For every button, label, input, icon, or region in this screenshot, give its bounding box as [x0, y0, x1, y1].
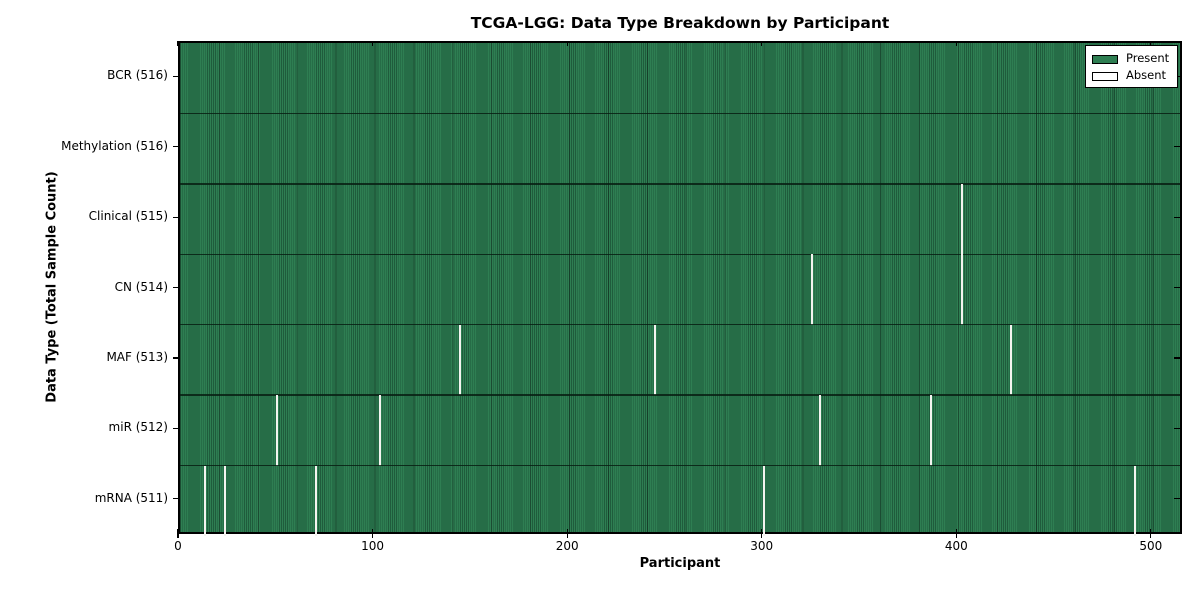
x-tick-mark-top [761, 41, 763, 46]
y-tick-label: Clinical (515) [88, 209, 168, 224]
row-boundary [180, 324, 1180, 326]
chart-title: TCGA-LGG: Data Type Breakdown by Partici… [470, 14, 890, 32]
row-boundary [180, 394, 1180, 396]
x-tick-mark-bottom [371, 529, 374, 538]
present-swatch [1092, 54, 1118, 64]
x-tick-mark-bottom [1150, 529, 1152, 538]
absent-gap-MAF-144 [459, 324, 462, 396]
y-tick-mark-right [1174, 216, 1180, 218]
legend-label-present: Present [1126, 51, 1170, 66]
y-tick-label: Methylation (516) [61, 138, 168, 153]
legend-item-present: Present [1092, 51, 1171, 67]
y-tick-mark-right [1174, 357, 1180, 359]
absent-gap-CN-402 [961, 254, 964, 325]
absent-gap-mRNA-23 [223, 465, 226, 536]
y-tick-mark-right [1174, 287, 1180, 289]
absent-gap-Clinical-402 [961, 183, 964, 255]
y-tick-label: BCR (516) [107, 68, 168, 83]
y-tick-mark-left [173, 75, 178, 77]
x-tick-label: 0 [174, 539, 182, 553]
absent-gap-CN-325 [811, 254, 814, 325]
x-tick-mark-top [177, 41, 179, 46]
y-tick-mark-left [173, 427, 178, 430]
y-tick-mark-left [173, 498, 178, 500]
y-tick-mark-right [1174, 427, 1180, 430]
absent-gap-MAF-244 [653, 324, 656, 396]
y-tick-mark-right [1174, 146, 1180, 148]
row-boundary [180, 253, 1180, 255]
absent-gap-mRNA-13 [204, 465, 207, 536]
x-tick-label: 500 [1139, 539, 1163, 553]
absent-gap-miR-50 [276, 395, 279, 466]
row-boundary [180, 464, 1180, 467]
row-boundary [180, 112, 1180, 115]
y-tick-label: miR (512) [108, 420, 168, 435]
legend: Present Absent [1085, 45, 1178, 88]
y-tick-mark-right [1174, 498, 1180, 500]
absent-gap-miR-103 [379, 395, 382, 466]
legend-label-absent: Absent [1126, 68, 1167, 83]
x-tick-mark-bottom [566, 529, 568, 538]
absent-gap-mRNA-491 [1134, 465, 1137, 536]
x-tick-mark-bottom [955, 529, 957, 538]
x-tick-label: 100 [361, 539, 385, 553]
y-tick-label: mRNA (511) [94, 490, 168, 505]
x-tick-mark-bottom [761, 529, 763, 538]
row-boundary [180, 183, 1180, 185]
absent-gap-miR-386 [930, 395, 933, 466]
absent-gap-MAF-427 [1009, 324, 1012, 396]
legend-item-absent: Absent [1092, 68, 1171, 84]
x-tick-mark-top [1150, 41, 1152, 46]
y-tick-label: CN (514) [114, 279, 168, 294]
absent-gap-mRNA-70 [315, 465, 318, 536]
y-tick-label: MAF (513) [106, 349, 168, 364]
x-tick-mark-top [955, 41, 957, 46]
y-tick-mark-left [173, 146, 178, 148]
absent-swatch [1092, 71, 1118, 81]
y-tick-mark-left [173, 287, 178, 289]
y-tick-mark-left [173, 216, 178, 218]
plot-area [178, 41, 1182, 536]
x-tick-mark-bottom [177, 529, 179, 538]
absent-gap-mRNA-300 [762, 465, 765, 536]
x-tick-label: 400 [944, 539, 968, 553]
x-tick-mark-top [371, 41, 374, 46]
x-axis-label: Participant [639, 556, 721, 571]
x-tick-mark-top [566, 41, 568, 46]
absent-gap-miR-329 [819, 395, 822, 466]
x-tick-label: 200 [555, 539, 579, 553]
x-tick-label: 300 [750, 539, 774, 553]
y-tick-mark-left [173, 357, 178, 359]
